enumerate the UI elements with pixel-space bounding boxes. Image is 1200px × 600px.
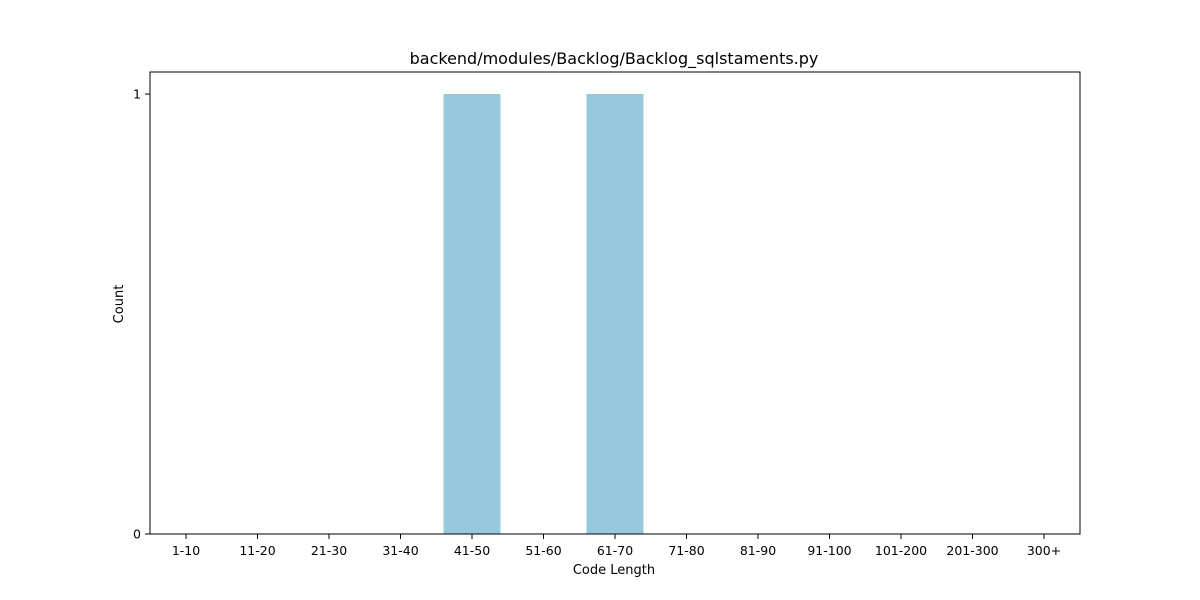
x-tick-label: 101-200	[875, 543, 927, 558]
x-tick-label: 41-50	[454, 543, 490, 558]
chart-title: backend/modules/Backlog/Backlog_sqlstame…	[410, 49, 819, 69]
x-tick-label: 61-70	[597, 543, 633, 558]
x-axis-ticks: 1-10 11-20 21-30 31-40 41-50 51-60 61-70 71-80 8…	[172, 534, 1061, 558]
x-tick-label: 81-90	[740, 543, 776, 558]
x-axis-label: Code Length	[573, 563, 655, 578]
bars-group	[443, 94, 644, 534]
bar-61-70	[586, 94, 644, 534]
x-tick-label: 21-30	[311, 543, 347, 558]
x-tick-label: 11-20	[239, 543, 275, 558]
y-axis-ticks: 01	[133, 87, 150, 542]
x-tick-label: 300+	[1027, 543, 1061, 558]
x-tick-label: 1-10	[172, 543, 200, 558]
x-tick-label: 31-40	[382, 543, 418, 558]
x-tick-label: 71-80	[668, 543, 704, 558]
x-tick-label: 91-100	[807, 543, 851, 558]
y-tick-label: 1	[133, 87, 141, 102]
x-tick-label: 51-60	[525, 543, 561, 558]
bar-41-50	[443, 94, 501, 534]
y-tick-label: 0	[133, 527, 141, 542]
x-tick-label: 201-300	[946, 543, 998, 558]
y-axis-label: Count	[112, 285, 127, 324]
